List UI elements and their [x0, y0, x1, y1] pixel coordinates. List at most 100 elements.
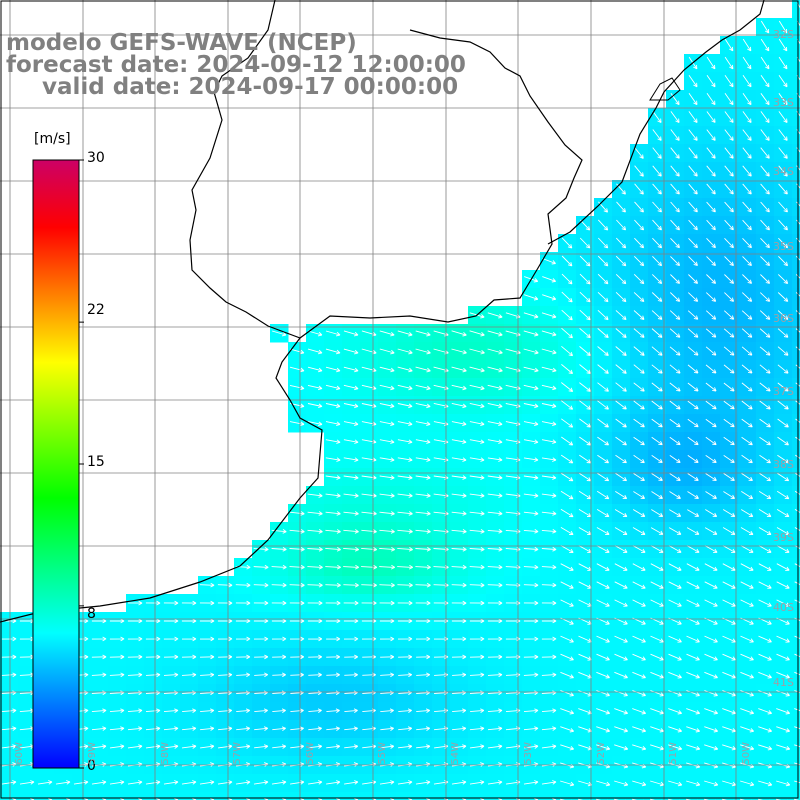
wind-arrow: [705, 509, 718, 517]
wind-arrow: [597, 382, 609, 392]
wind-arrow: [669, 436, 681, 446]
wind-arrow: [235, 618, 251, 624]
wind-arrow: [397, 600, 413, 606]
wind-arrow: [596, 635, 610, 643]
wind-arrow: [778, 56, 788, 70]
wind-cell: [630, 792, 649, 800]
wind-arrow: [415, 330, 431, 337]
wind-arrow: [724, 165, 734, 177]
wind-arrow: [380, 708, 394, 713]
wind-arrow: [290, 708, 304, 713]
wind-arrow: [199, 636, 215, 642]
wind-arrow: [651, 473, 663, 481]
wind-arrow: [596, 653, 610, 661]
wind-arrow: [127, 618, 143, 624]
wind-arrow: [669, 400, 681, 410]
lat-label-37s: 37S: [773, 385, 794, 398]
wind-arrow: [451, 384, 467, 391]
wind-arrow: [469, 672, 485, 678]
wind-arrow: [272, 672, 286, 678]
wind-arrow: [722, 509, 736, 517]
wind-arrow: [741, 473, 753, 482]
wind-arrow: [487, 457, 503, 462]
wind-arrow: [254, 726, 269, 731]
wind-arrow: [235, 780, 251, 785]
wind-arrow: [181, 618, 197, 624]
wind-arrow: [668, 690, 682, 697]
wind-arrow: [579, 327, 591, 339]
wind-arrow: [289, 600, 305, 606]
wind-arrow: [758, 509, 772, 518]
wind-arrow: [469, 529, 485, 534]
wind-arrow: [127, 600, 143, 606]
wind-arrow: [523, 421, 539, 427]
wind-arrow: [597, 400, 609, 410]
wind-arrow: [722, 527, 736, 535]
wind-arrow: [758, 653, 772, 661]
wind-arrow: [361, 564, 378, 570]
wind-arrow: [633, 491, 645, 499]
lat-label-40s: 40S: [773, 601, 794, 614]
wind-arrow: [541, 618, 557, 624]
wind-arrow: [668, 599, 682, 607]
wind-arrow: [109, 672, 125, 678]
wind-arrow: [704, 527, 718, 535]
lat-label-33s: 33S: [773, 96, 794, 109]
wind-arrow: [560, 744, 575, 751]
wind-arrow: [597, 472, 610, 482]
wind-arrow: [794, 744, 800, 748]
wind-arrow: [397, 366, 413, 373]
wind-cell: [792, 270, 800, 289]
wind-arrow: [723, 455, 735, 464]
wind-arrow: [633, 364, 645, 374]
colorbar: [32, 159, 84, 769]
wind-arrow: [415, 439, 431, 444]
wind-arrow: [724, 74, 734, 88]
wind-arrow: [560, 563, 574, 571]
wind-arrow: [776, 635, 790, 643]
wind-cell: [270, 792, 289, 800]
wind-arrow: [127, 672, 143, 678]
wind-arrow: [686, 527, 700, 535]
wind-arrow: [670, 93, 680, 106]
wind-arrow: [254, 654, 269, 660]
wind-arrow: [217, 600, 233, 606]
wind-arrow: [633, 255, 645, 267]
wind-arrow: [758, 744, 773, 751]
lon-label-60w: 60W: [14, 742, 25, 765]
wind-arrow: [706, 56, 716, 70]
wind-arrow: [724, 256, 734, 267]
wind-arrow: [724, 56, 734, 70]
wind-arrow: [614, 653, 628, 661]
wind-arrow: [271, 330, 287, 337]
wind-arrow: [325, 403, 341, 409]
wind-arrow: [561, 400, 574, 410]
wind-arrow: [541, 744, 557, 749]
wind-arrow: [343, 564, 360, 570]
wind-arrow: [724, 111, 734, 123]
wind-arrow: [271, 600, 287, 606]
wind-arrow: [542, 294, 557, 301]
lat-label-38s: 38S: [773, 458, 794, 471]
wind-arrow: [759, 310, 771, 320]
wind-arrow: [326, 744, 341, 749]
wind-arrow: [218, 708, 233, 713]
wind-arrow: [415, 636, 431, 642]
wind-arrow: [723, 346, 735, 356]
wind-arrow: [632, 780, 647, 787]
wind-arrow: [758, 635, 772, 643]
wind-arrow: [379, 457, 395, 462]
wind-arrow: [541, 403, 557, 409]
wind-arrow: [633, 400, 645, 410]
wind-arrow: [109, 726, 125, 731]
wind-arrow: [235, 600, 251, 606]
wind-arrow: [398, 708, 412, 713]
wind-arrow: [523, 564, 539, 570]
wind-arrow: [742, 274, 753, 284]
wind-arrow: [541, 708, 557, 713]
wind-arrow: [634, 165, 644, 177]
wind-cell: [792, 396, 800, 415]
wind-cell: [792, 72, 800, 91]
wind-arrow: [163, 654, 179, 660]
